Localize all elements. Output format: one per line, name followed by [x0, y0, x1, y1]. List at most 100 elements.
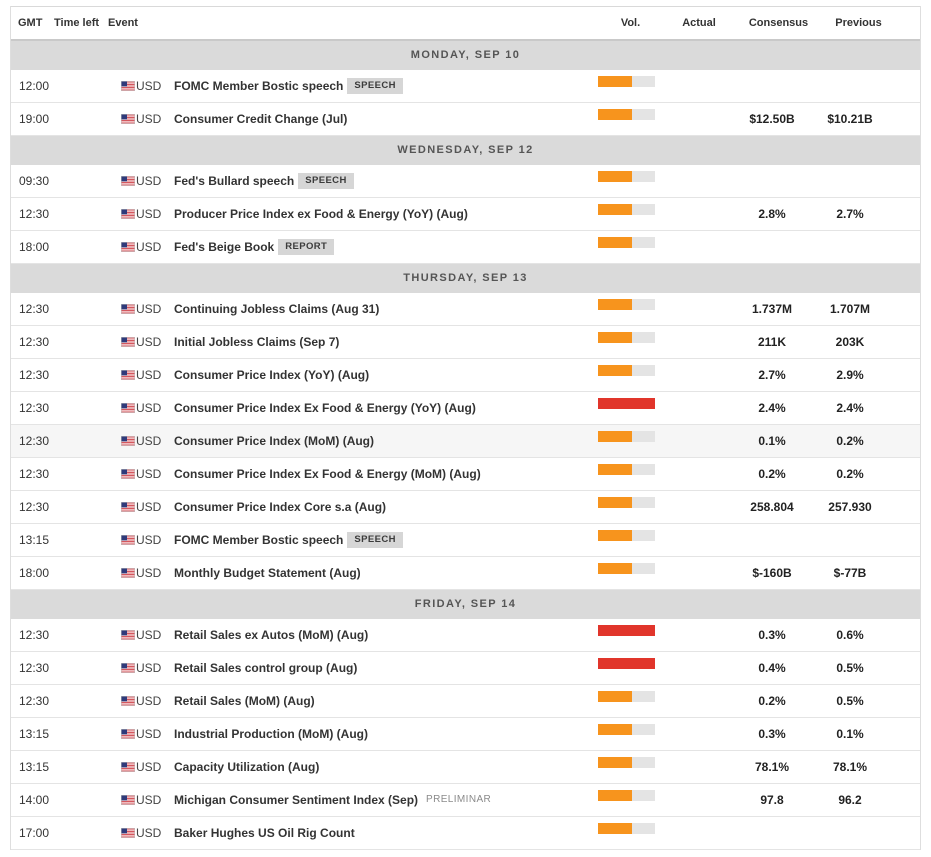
event-title[interactable]: Consumer Price Index (YoY) (Aug) [174, 359, 369, 391]
event-name[interactable]: Retail Sales control group (Aug) [174, 661, 358, 675]
event-name[interactable]: Consumer Credit Change (Jul) [174, 112, 348, 126]
event-title[interactable]: Retail Sales (MoM) (Aug) [174, 685, 315, 717]
event-name[interactable]: Monthly Budget Statement (Aug) [174, 566, 361, 580]
us-flag-icon [121, 630, 135, 640]
event-title[interactable]: Capacity Utilization (Aug) [174, 751, 319, 783]
column-header-previous: Previous [835, 17, 882, 29]
event-row[interactable]: 12:30 USD Consumer Price Index Core s.a (A… [11, 491, 920, 524]
event-time: 13:15 [19, 727, 50, 741]
event-name[interactable]: Consumer Price Index (YoY) (Aug) [174, 368, 370, 382]
event-tag-badge: SPEECH [347, 532, 403, 548]
event-previous: 96.2 [838, 793, 862, 807]
event-row[interactable]: 12:30 USD Initial Jobless Claims (Sep 7) 21… [11, 326, 920, 359]
event-name[interactable]: Consumer Price Index Ex Food & Energy (M… [174, 467, 481, 481]
volatility-bar-fill [598, 332, 633, 343]
event-name[interactable]: Retail Sales ex Autos (MoM) (Aug) [174, 628, 369, 642]
event-previous: 0.5% [836, 694, 864, 708]
volatility-bar-fill [598, 431, 633, 442]
event-title[interactable]: Producer Price Index ex Food & Energy (Y… [174, 198, 468, 230]
event-name[interactable]: Consumer Price Index Ex Food & Energy (Y… [174, 401, 476, 415]
event-currency: USD [136, 566, 162, 580]
event-name[interactable]: FOMC Member Bostic speech [174, 79, 344, 93]
day-header: THURSDAY, SEP 13 [11, 264, 920, 293]
event-row[interactable]: 12:00 USD FOMC Member Bostic speech SPEECH [11, 70, 920, 103]
event-name[interactable]: Initial Jobless Claims (Sep 7) [174, 335, 340, 349]
event-title[interactable]: Continuing Jobless Claims (Aug 31) [174, 293, 379, 325]
event-title[interactable]: Consumer Price Index (MoM) (Aug) [174, 425, 374, 457]
event-name[interactable]: Consumer Price Index Core s.a (Aug) [174, 500, 387, 514]
event-row[interactable]: 14:00 USD Michigan Consumer Sentiment Inde… [11, 784, 920, 817]
event-row[interactable]: 13:15 USD Capacity Utilization (Aug) 78.1% 7… [11, 751, 920, 784]
event-row[interactable]: 13:15 USD FOMC Member Bostic speech SPEECH [11, 524, 920, 557]
volatility-bar-fill [598, 823, 633, 834]
volatility-bar-fill [598, 398, 655, 409]
event-title[interactable]: Consumer Price Index Core s.a (Aug) [174, 491, 386, 523]
event-row[interactable]: 17:00 USD Baker Hughes US Oil Rig Count [11, 817, 920, 850]
event-title[interactable]: FOMC Member Bostic speech SPEECH [174, 524, 403, 556]
event-row[interactable]: 12:30 USD Continuing Jobless Claims (Aug 3… [11, 293, 920, 326]
economic-calendar: GMT Time left Event Vol. Actual Consensu… [10, 6, 921, 850]
event-consensus: 258.804 [750, 500, 794, 514]
event-name[interactable]: Capacity Utilization (Aug) [174, 760, 320, 774]
volatility-bar-fill [598, 171, 633, 182]
volatility-bar-fill [598, 464, 633, 475]
event-title[interactable]: Retail Sales ex Autos (MoM) (Aug) [174, 619, 368, 651]
event-row[interactable]: 18:00 USD Monthly Budget Statement (Aug) $-… [11, 557, 920, 590]
event-row[interactable]: 12:30 USD Retail Sales ex Autos (MoM) (Aug… [11, 619, 920, 652]
event-row[interactable]: 12:30 USD Consumer Price Index Ex Food & E… [11, 458, 920, 491]
event-row[interactable]: 13:15 USD Industrial Production (MoM) (Aug… [11, 718, 920, 751]
event-name[interactable]: Fed's Beige Book [174, 240, 275, 254]
event-previous: 78.1% [832, 760, 868, 774]
event-title[interactable]: Consumer Price Index Ex Food & Energy (Y… [174, 392, 476, 424]
event-name[interactable]: Michigan Consumer Sentiment Index (Sep) [174, 793, 419, 807]
event-name[interactable]: Fed's Bullard speech [174, 174, 295, 188]
event-row[interactable]: 12:30 USD Producer Price Index ex Food & E… [11, 198, 920, 231]
event-title[interactable]: Consumer Credit Change (Jul) [174, 103, 347, 135]
event-time: 12:30 [19, 302, 50, 316]
event-name[interactable]: Retail Sales (MoM) (Aug) [174, 694, 315, 708]
event-currency: USD [136, 112, 162, 126]
event-title[interactable]: Consumer Price Index Ex Food & Energy (M… [174, 458, 481, 490]
event-title[interactable]: FOMC Member Bostic speech SPEECH [174, 70, 403, 102]
event-currency: USD [136, 533, 162, 547]
event-time: 13:15 [19, 533, 50, 547]
event-name[interactable]: Continuing Jobless Claims (Aug 31) [174, 302, 380, 316]
event-row[interactable]: 12:30 USD Retail Sales (MoM) (Aug) 0.2% 0.5% [11, 685, 920, 718]
column-header-gmt[interactable]: GMT [18, 17, 43, 29]
event-name[interactable]: FOMC Member Bostic speech [174, 533, 344, 547]
us-flag-icon [121, 696, 135, 706]
event-title[interactable]: Fed's Beige Book REPORT [174, 231, 335, 263]
event-time: 12:30 [19, 467, 50, 481]
event-title[interactable]: Fed's Bullard speech SPEECH [174, 165, 354, 197]
event-currency: USD [136, 727, 162, 741]
event-row[interactable]: 18:00 USD Fed's Beige Book REPORT [11, 231, 920, 264]
volatility-bar-fill [598, 237, 633, 248]
event-time: 17:00 [19, 826, 50, 840]
event-title[interactable]: Monthly Budget Statement (Aug) [174, 557, 361, 589]
us-flag-icon [121, 176, 135, 186]
event-currency: USD [136, 174, 162, 188]
event-name[interactable]: Baker Hughes US Oil Rig Count [174, 826, 355, 840]
event-title[interactable]: Michigan Consumer Sentiment Index (Sep) P… [174, 784, 491, 816]
event-row[interactable]: 12:30 USD Retail Sales control group (Aug)… [11, 652, 920, 685]
us-flag-icon [121, 242, 135, 252]
event-consensus: 78.1% [754, 760, 790, 774]
volatility-bar-fill [598, 204, 633, 215]
volatility-bar [598, 823, 655, 834]
volatility-bar [598, 464, 655, 475]
event-title[interactable]: Industrial Production (MoM) (Aug) [174, 718, 368, 750]
event-row[interactable]: 19:00 USD Consumer Credit Change (Jul) $12.… [11, 103, 920, 136]
event-row[interactable]: 12:30 USD Consumer Price Index Ex Food & E… [11, 392, 920, 425]
event-name[interactable]: Industrial Production (MoM) (Aug) [174, 727, 368, 741]
event-title[interactable]: Initial Jobless Claims (Sep 7) [174, 326, 339, 358]
event-row[interactable]: 12:30 USD Consumer Price Index (YoY) (Aug)… [11, 359, 920, 392]
event-title[interactable]: Retail Sales control group (Aug) [174, 652, 357, 684]
event-row[interactable]: 12:30 USD Consumer Price Index (MoM) (Aug)… [11, 425, 920, 458]
event-name[interactable]: Consumer Price Index (MoM) (Aug) [174, 434, 375, 448]
event-title[interactable]: Baker Hughes US Oil Rig Count [174, 817, 355, 849]
column-header-actual: Actual [682, 17, 716, 29]
event-time: 12:30 [19, 368, 50, 382]
event-name[interactable]: Producer Price Index ex Food & Energy (Y… [174, 207, 468, 221]
event-row[interactable]: 09:30 USD Fed's Bullard speech SPEECH [11, 165, 920, 198]
event-tag-badge: REPORT [278, 239, 335, 255]
